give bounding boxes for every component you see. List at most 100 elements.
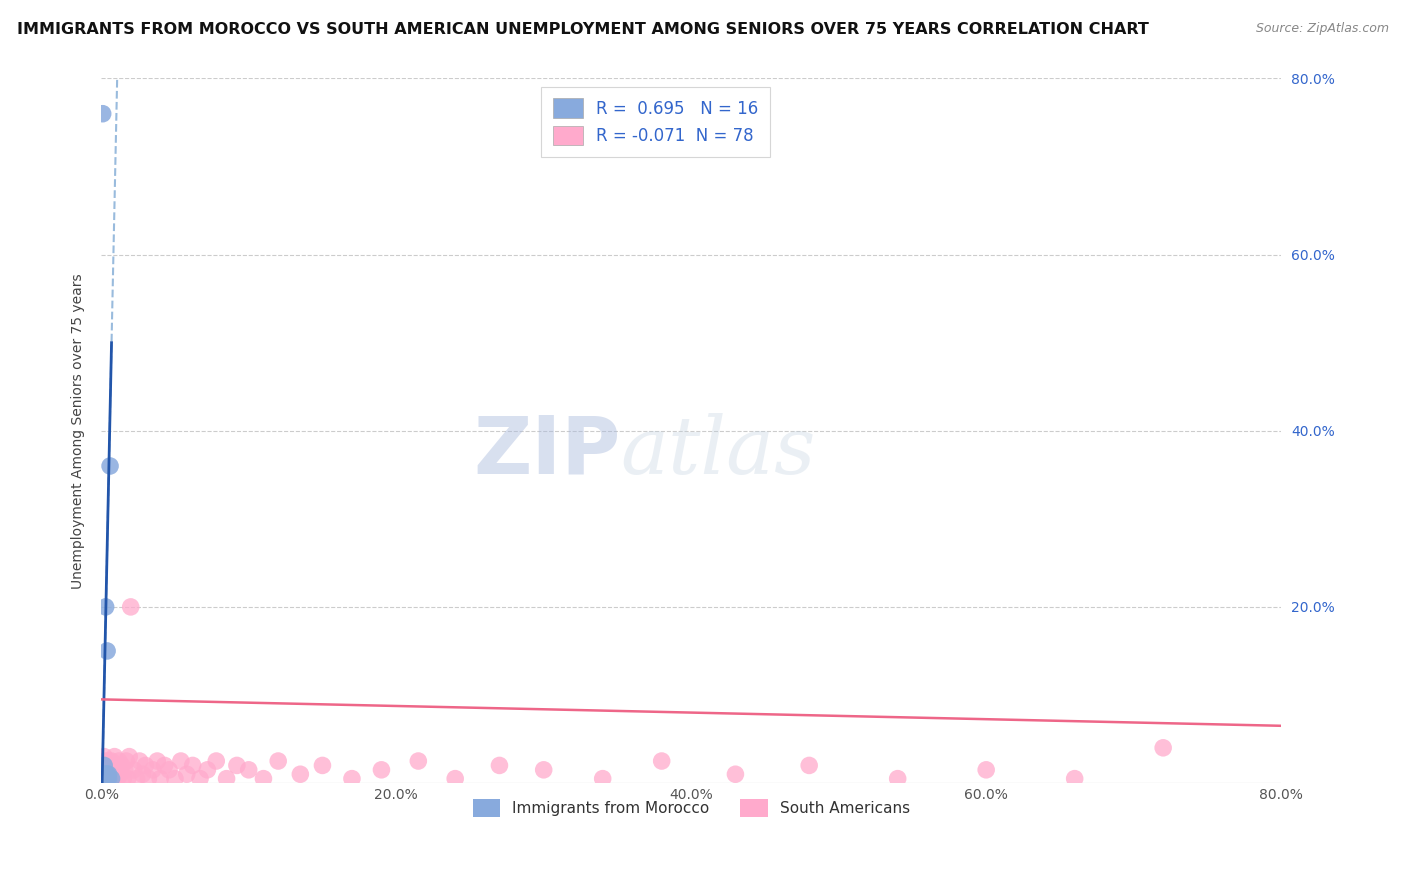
Y-axis label: Unemployment Among Seniors over 75 years: Unemployment Among Seniors over 75 years <box>72 273 86 589</box>
Point <box>93 749 115 764</box>
Point <box>267 754 290 768</box>
Point <box>408 754 430 768</box>
Point <box>117 772 139 786</box>
Point <box>252 772 274 786</box>
Point <box>340 772 363 786</box>
Point <box>488 758 510 772</box>
Point <box>974 763 997 777</box>
Point <box>163 772 186 786</box>
Point <box>100 754 122 768</box>
Point <box>96 772 118 786</box>
Point <box>97 772 120 786</box>
Point <box>118 749 141 764</box>
Point <box>115 754 138 768</box>
Point <box>98 772 121 786</box>
Point <box>799 758 821 772</box>
Point <box>142 763 165 777</box>
Point <box>97 772 120 786</box>
Point <box>97 754 120 768</box>
Point <box>98 758 121 772</box>
Point <box>104 758 127 772</box>
Point <box>97 767 120 781</box>
Point <box>128 754 150 768</box>
Point <box>107 772 129 786</box>
Point <box>100 772 122 786</box>
Point <box>100 763 122 777</box>
Point <box>91 772 114 786</box>
Point <box>149 772 172 786</box>
Point <box>93 772 115 786</box>
Point <box>1152 740 1174 755</box>
Point <box>181 758 204 772</box>
Text: atlas: atlas <box>620 413 815 491</box>
Point <box>108 754 131 768</box>
Point <box>98 767 121 781</box>
Point <box>311 758 333 772</box>
Point <box>94 599 117 614</box>
Point <box>104 772 127 786</box>
Point <box>103 767 125 781</box>
Legend: Immigrants from Morocco, South Americans: Immigrants from Morocco, South Americans <box>465 792 918 825</box>
Point <box>94 767 117 781</box>
Point <box>91 767 114 781</box>
Point <box>114 763 136 777</box>
Point <box>724 767 747 781</box>
Text: IMMIGRANTS FROM MOROCCO VS SOUTH AMERICAN UNEMPLOYMENT AMONG SENIORS OVER 75 YEA: IMMIGRANTS FROM MOROCCO VS SOUTH AMERICA… <box>17 22 1149 37</box>
Point <box>110 767 132 781</box>
Point <box>91 772 114 786</box>
Point <box>93 772 115 786</box>
Point <box>444 772 467 786</box>
Point <box>170 754 193 768</box>
Point <box>215 772 238 786</box>
Point <box>97 763 120 777</box>
Point <box>112 772 135 786</box>
Point <box>101 758 124 772</box>
Point <box>96 758 118 772</box>
Point <box>93 767 115 781</box>
Point <box>1063 772 1085 786</box>
Point <box>205 754 228 768</box>
Point <box>91 106 114 120</box>
Point <box>157 763 180 777</box>
Point <box>370 763 392 777</box>
Point <box>290 767 312 781</box>
Point <box>188 772 211 786</box>
Point <box>107 763 129 777</box>
Point <box>91 758 114 772</box>
Point <box>94 767 117 781</box>
Point <box>94 758 117 772</box>
Point <box>98 458 121 473</box>
Point <box>111 758 134 772</box>
Point <box>238 763 260 777</box>
Point <box>138 772 160 786</box>
Point <box>96 767 118 781</box>
Point <box>93 772 115 786</box>
Point <box>146 754 169 768</box>
Point <box>122 763 145 777</box>
Text: Source: ZipAtlas.com: Source: ZipAtlas.com <box>1256 22 1389 36</box>
Point <box>134 758 156 772</box>
Point <box>131 767 153 781</box>
Text: ZIP: ZIP <box>474 413 620 491</box>
Point <box>101 772 124 786</box>
Point <box>94 754 117 768</box>
Point <box>197 763 219 777</box>
Point <box>120 599 142 614</box>
Point <box>96 772 118 786</box>
Point <box>533 763 555 777</box>
Point <box>103 749 125 764</box>
Point <box>176 767 198 781</box>
Point <box>225 758 247 772</box>
Point <box>93 758 115 772</box>
Point <box>153 758 176 772</box>
Point <box>94 772 117 786</box>
Point <box>651 754 673 768</box>
Point <box>96 644 118 658</box>
Point <box>93 763 115 777</box>
Point <box>886 772 908 786</box>
Point <box>125 772 148 786</box>
Point <box>592 772 614 786</box>
Point <box>96 767 118 781</box>
Point <box>94 772 117 786</box>
Point <box>94 776 117 790</box>
